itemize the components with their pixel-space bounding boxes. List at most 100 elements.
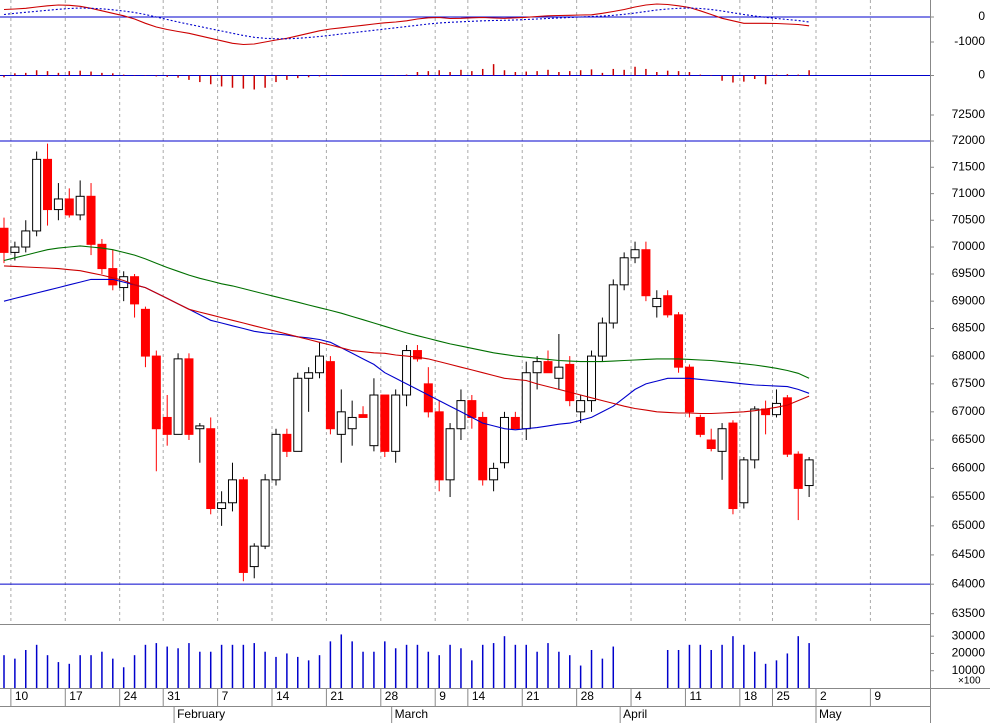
bar [579, 665, 582, 688]
bar [286, 75, 288, 80]
bar [101, 72, 103, 76]
bar [68, 71, 71, 76]
bar [166, 646, 168, 688]
bar [90, 71, 92, 76]
candle-body [728, 422, 738, 510]
bar [155, 643, 158, 688]
bar [394, 648, 397, 688]
bar [590, 649, 593, 688]
bar [808, 70, 810, 76]
bar [220, 75, 223, 87]
month-label: April [623, 707, 647, 721]
bar [35, 644, 38, 688]
bar [3, 75, 5, 78]
bar [14, 73, 16, 76]
candle-body [75, 195, 85, 216]
bar [351, 641, 353, 688]
x-tick-label: 4 [635, 689, 642, 703]
candle-body [554, 366, 564, 379]
month-label: February [177, 707, 225, 721]
candle-body [456, 400, 466, 430]
y-tick-label: 64500 [952, 547, 986, 561]
bar [797, 74, 799, 76]
y-tick-label: 69000 [952, 293, 986, 307]
bar [405, 74, 408, 76]
bar [68, 663, 71, 688]
y-tick-label: 68500 [952, 321, 986, 335]
bar [122, 74, 125, 76]
bar [764, 75, 767, 85]
bar [57, 662, 60, 688]
x-tick-label: 7 [222, 689, 229, 703]
bar [634, 66, 636, 76]
candle-body [347, 416, 357, 430]
x-tick-label: 28 [385, 689, 399, 703]
candle-body [478, 416, 488, 481]
x-tick-label: 14 [276, 689, 290, 703]
bar [438, 655, 440, 688]
bar [362, 651, 364, 688]
candle-body [597, 322, 607, 357]
bar [427, 651, 430, 688]
candle-body [489, 467, 499, 481]
candle-body [336, 411, 346, 435]
bar [514, 644, 517, 688]
y-tick-label: -1000 [954, 34, 985, 48]
y-tick-label: 10000 [952, 663, 986, 677]
candle-body [402, 350, 412, 396]
candle-body [227, 479, 237, 504]
bar [46, 71, 49, 76]
bar [699, 74, 702, 76]
bar [677, 649, 680, 688]
x-tick-label: 9 [439, 689, 446, 703]
bar [449, 644, 451, 688]
bar [743, 75, 745, 82]
bar [612, 646, 615, 688]
bar [297, 75, 299, 79]
candle-body [97, 243, 107, 270]
x-tick-label: 10 [15, 689, 29, 703]
bar [122, 667, 125, 688]
candle-body [663, 295, 673, 316]
bar [460, 69, 462, 76]
bar [547, 69, 549, 76]
bar [275, 75, 277, 83]
bar [492, 643, 495, 688]
y-tick-label: 66500 [952, 432, 986, 446]
candle-body [151, 355, 161, 430]
candle-body [717, 428, 727, 452]
x-tick-label: 17 [69, 689, 83, 703]
bar [503, 636, 506, 688]
bar [481, 68, 484, 76]
bar [775, 660, 778, 688]
bar [166, 75, 168, 77]
y-tick-label: 70000 [952, 239, 986, 253]
candle-body [510, 416, 520, 430]
bar [209, 75, 212, 85]
bar [177, 75, 179, 78]
bar [188, 643, 190, 688]
bar [612, 68, 615, 76]
bar [525, 71, 527, 76]
bar [416, 72, 419, 76]
bar [373, 651, 375, 688]
bar [579, 70, 582, 76]
bar [688, 72, 691, 76]
bar [525, 644, 527, 688]
bar [547, 643, 549, 688]
candle-body [21, 230, 31, 248]
candle-body [630, 249, 640, 259]
bar [177, 648, 179, 688]
y-tick-label: 67500 [952, 376, 986, 390]
bar [710, 649, 712, 688]
month-label: March [395, 707, 428, 721]
bar [721, 644, 723, 688]
candle-body [325, 361, 335, 430]
bar [307, 75, 310, 78]
candle-body [750, 408, 760, 461]
bar [318, 75, 321, 77]
bar [569, 655, 571, 688]
bar [569, 71, 571, 76]
